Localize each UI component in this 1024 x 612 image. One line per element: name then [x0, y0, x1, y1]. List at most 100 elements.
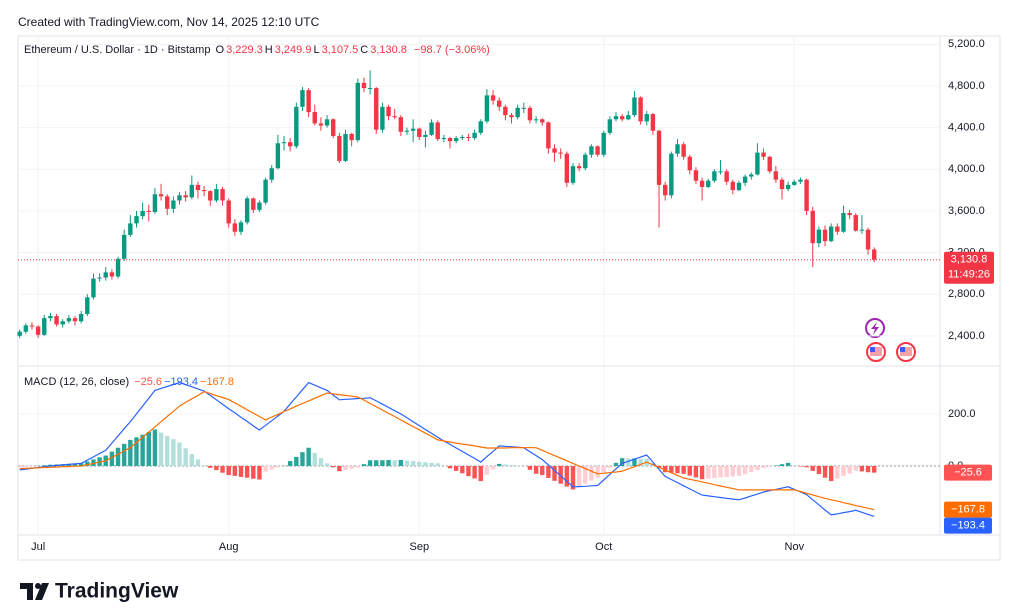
histogram-bar	[183, 448, 188, 466]
histogram-bar	[429, 462, 434, 466]
candle-body	[503, 106, 508, 116]
histogram-bar	[343, 465, 348, 470]
histogram-bar	[91, 459, 96, 466]
candle-body	[404, 130, 410, 132]
legend-value: 3,229.3	[226, 44, 263, 56]
candle-body	[386, 106, 391, 117]
candle-body	[681, 144, 686, 157]
legend-value: 3,130.8	[370, 44, 407, 56]
candle-body	[632, 97, 637, 116]
value-tag-label: −25.6	[954, 467, 982, 479]
candle-body	[177, 195, 182, 201]
histogram-bar	[128, 439, 133, 466]
histogram-bar	[269, 465, 274, 470]
candle-body	[361, 82, 367, 89]
candle-body	[828, 226, 834, 242]
candle-body	[380, 106, 385, 130]
candle-body	[816, 229, 822, 244]
candle-body	[257, 202, 262, 210]
histogram-bar	[380, 460, 385, 466]
histogram-bar	[361, 464, 367, 466]
candle-body	[699, 180, 705, 187]
candle-body	[693, 170, 699, 181]
histogram-bar	[42, 465, 47, 466]
candle-body	[134, 216, 139, 224]
candle-body	[472, 132, 477, 139]
x-tick-label: Sep	[409, 541, 429, 553]
histogram-bar	[287, 461, 293, 466]
x-tick-label: Oct	[595, 541, 612, 553]
flag-glyph	[870, 347, 875, 352]
candle-body	[294, 106, 299, 147]
histogram-bar	[552, 465, 557, 481]
candle-body	[97, 277, 102, 279]
candle-body	[804, 179, 809, 211]
legend-value: −167.8	[200, 376, 234, 388]
candle-body	[374, 88, 379, 130]
histogram-bar	[146, 432, 151, 466]
histogram-bar	[447, 465, 453, 469]
histogram-bar	[349, 465, 354, 469]
candle-body	[865, 229, 871, 250]
histogram-bar	[798, 465, 803, 467]
histogram-bar	[398, 459, 404, 466]
y-tick-label: 2,800.0	[948, 288, 985, 300]
histogram-bar	[158, 432, 164, 466]
candle-body	[281, 142, 287, 144]
candle-body	[497, 100, 502, 107]
candle-body	[724, 171, 729, 182]
histogram-bar	[872, 465, 877, 473]
candle-body	[195, 184, 201, 191]
candle-body	[158, 194, 164, 197]
histogram-bar	[201, 465, 207, 466]
histogram-bar	[195, 459, 201, 466]
candle-body	[429, 122, 434, 135]
legend-value: 3,107.5	[321, 44, 359, 56]
candle-body	[115, 258, 121, 277]
histogram-bar	[214, 465, 219, 471]
candle-body	[312, 112, 317, 124]
candle-body	[601, 132, 606, 155]
candle-body	[66, 318, 72, 322]
histogram-bar	[23, 465, 29, 467]
histogram-bar	[460, 465, 465, 474]
histogram-bar	[712, 465, 717, 478]
candle-body	[785, 184, 791, 190]
candle-body	[749, 174, 754, 177]
candle-body	[656, 130, 662, 185]
histogram-bar	[859, 465, 865, 472]
y-tick-label: 200.0	[948, 408, 976, 420]
histogram-bar	[220, 465, 225, 473]
histogram-bar	[374, 460, 379, 466]
histogram-bar	[152, 429, 158, 466]
histogram-bar	[515, 465, 520, 466]
candle-body	[626, 115, 631, 120]
histogram-bar	[638, 458, 643, 466]
histogram-bar	[730, 465, 736, 477]
flag-glyph	[870, 347, 882, 356]
y-tick-label: 4,800.0	[948, 80, 985, 92]
histogram-bar	[847, 465, 852, 474]
candle-body	[103, 272, 108, 278]
histogram-bar	[742, 465, 748, 475]
candle-body	[767, 156, 772, 172]
candle-body	[853, 215, 858, 231]
candle-body	[152, 194, 158, 212]
histogram-bar	[564, 465, 570, 487]
histogram-bar	[749, 465, 754, 472]
histogram-bar	[275, 465, 281, 468]
histogram-bar	[257, 465, 262, 480]
histogram-bar	[355, 465, 361, 468]
candle-body	[306, 90, 311, 113]
histogram-bar	[755, 465, 760, 471]
candle-body	[742, 176, 748, 183]
candle-body	[355, 82, 361, 141]
histogram-bar	[822, 465, 828, 478]
candle-body	[189, 184, 195, 198]
candle-body	[755, 152, 760, 175]
candle-body	[48, 316, 53, 319]
candle-body	[85, 297, 90, 314]
candle-body	[337, 135, 342, 161]
histogram-bar	[619, 458, 625, 466]
